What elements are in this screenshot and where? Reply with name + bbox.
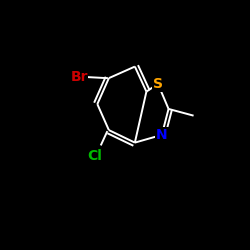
Text: Br: Br [70,70,88,84]
Text: Cl: Cl [87,149,102,163]
Text: S: S [153,77,163,91]
Text: N: N [156,128,168,142]
